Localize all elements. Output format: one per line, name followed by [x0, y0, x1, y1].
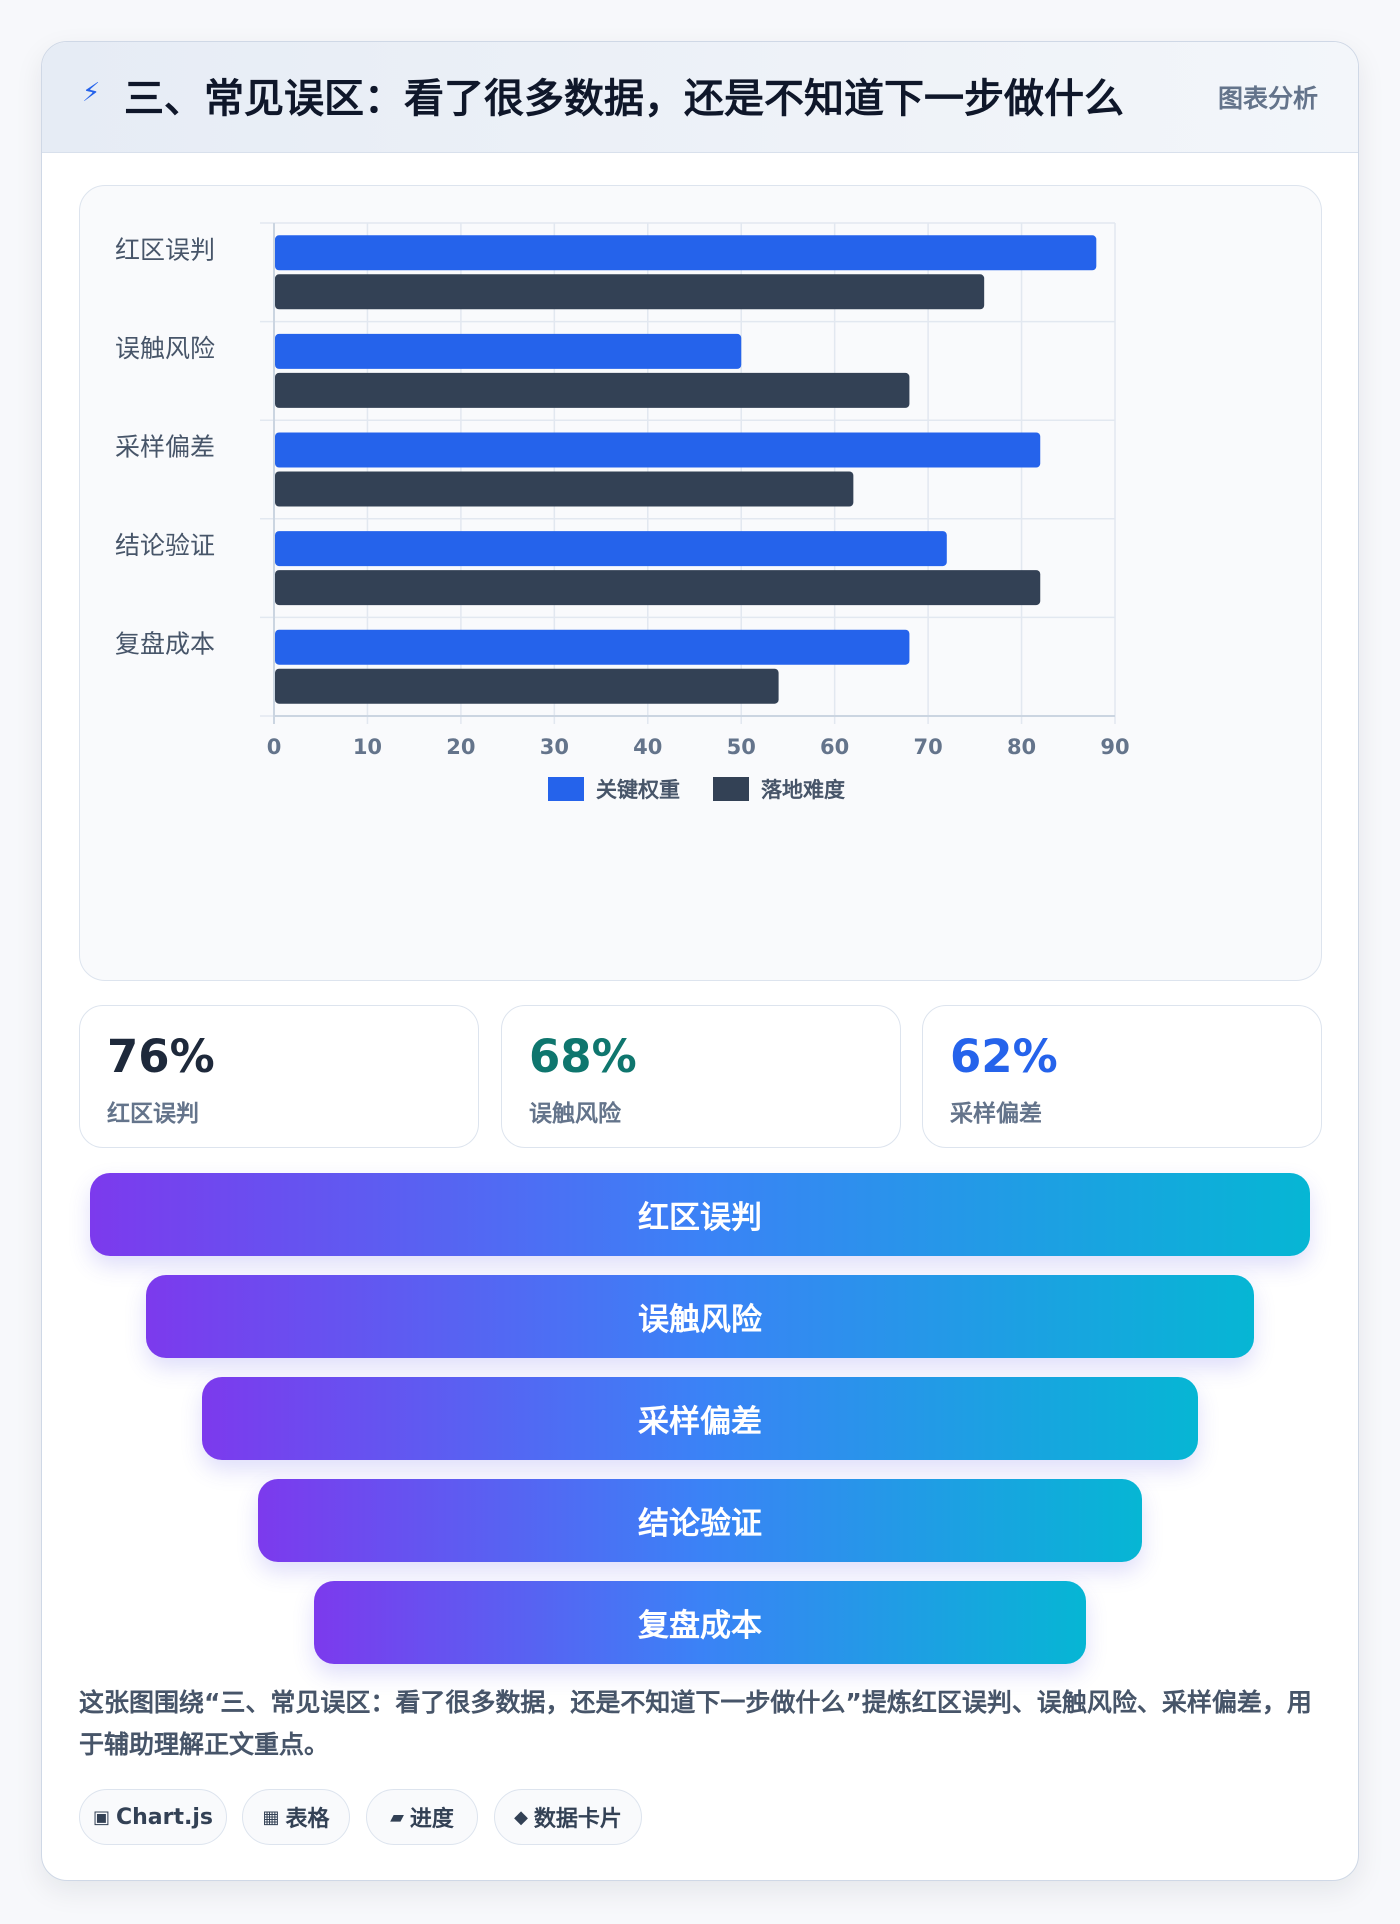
funnel-step-3: 采样偏差: [202, 1377, 1198, 1460]
legend-swatch: [548, 777, 584, 801]
stat-value: 62%: [950, 1030, 1058, 1083]
stat-card-3: 62% 采样偏差: [922, 1005, 1322, 1148]
stat-label: 红区误判: [107, 1101, 199, 1127]
bar-difficulty: [275, 372, 910, 408]
y-category-label: 红区误判: [115, 235, 215, 264]
chip-label: Chart.js: [116, 1804, 214, 1830]
bar-difficulty: [275, 274, 985, 310]
legend-swatch: [713, 777, 749, 801]
bar-key-weight: [275, 531, 947, 567]
stat-value: 68%: [529, 1030, 637, 1083]
progress-icon: ▰: [390, 1806, 404, 1828]
bolt-icon: ⚡: [82, 78, 101, 108]
x-tick-label: 90: [1100, 735, 1129, 759]
bar-chart-panel: 0 10 20 30 40 50 60 70 80 90 红区误判误触风险采样偏差结论验证复盘成本关…: [79, 185, 1322, 981]
funnel-step-1: 红区误判: [90, 1173, 1310, 1256]
x-tick-label: 30: [540, 735, 569, 759]
x-tick-label: 80: [1007, 735, 1036, 759]
page-title: 三、常见误区：看了很多数据，还是不知道下一步做什么: [124, 76, 1124, 122]
chip-progress[interactable]: ▰ 进度: [366, 1789, 478, 1845]
stat-card-1: 76% 红区误判: [79, 1005, 479, 1148]
funnel-step-4: 结论验证: [258, 1479, 1142, 1562]
chip-label: 数据卡片: [533, 1807, 622, 1832]
bar-key-weight: [275, 235, 1097, 271]
x-tick-label: 70: [913, 735, 942, 759]
stat-value: 76%: [107, 1030, 215, 1083]
bar-difficulty: [275, 570, 1041, 606]
chip-label: 表格: [285, 1807, 330, 1832]
chip-data-card[interactable]: ◆ 数据卡片: [494, 1789, 642, 1845]
y-category-label: 采样偏差: [115, 433, 215, 462]
x-tick-label: 60: [820, 735, 849, 759]
y-category-label: 误触风险: [115, 334, 215, 363]
x-tick-label: 0: [267, 735, 282, 759]
x-tick-label: 50: [727, 735, 756, 759]
bar-key-weight: [275, 333, 742, 369]
y-category-label: 复盘成本: [115, 630, 215, 659]
diamond-icon: ◆: [514, 1806, 528, 1828]
x-tick-label: 20: [446, 735, 475, 759]
figure-description: 这张图围绕“三、常见误区：看了很多数据，还是不知道下一步做什么”提炼红区误判、误…: [79, 1688, 1312, 1759]
figure-card: ⚡ 三、常见误区：看了很多数据，还是不知道下一步做什么 图表分析 0 10 20 30…: [41, 41, 1359, 1881]
chip-chartjs[interactable]: ▣ Chart.js: [79, 1789, 227, 1845]
bar-difficulty: [275, 668, 779, 704]
chip-label: 进度: [409, 1807, 454, 1832]
chart-icon: ▣: [92, 1806, 110, 1828]
y-category-label: 结论验证: [115, 531, 215, 560]
bar-key-weight: [275, 629, 910, 665]
stat-card-2: 68% 误触风险: [501, 1005, 901, 1148]
table-icon: ▦: [262, 1806, 280, 1828]
funnel-step-5: 复盘成本: [314, 1581, 1086, 1664]
bar-chart: 0 10 20 30 40 50 60 70 80 90 红区误判误触风险采样偏差结论验证复盘成本关…: [115, 222, 1130, 802]
x-tick-label: 40: [633, 735, 662, 759]
stat-label: 误触风险: [529, 1101, 621, 1127]
funnel-step-2: 误触风险: [146, 1275, 1254, 1358]
bar-key-weight: [275, 432, 1041, 468]
chart-analysis-tag: 图表分析: [1217, 84, 1318, 113]
chip-table[interactable]: ▦ 表格: [242, 1789, 350, 1845]
stat-label: 采样偏差: [950, 1101, 1042, 1127]
legend-label: 落地难度: [761, 778, 845, 802]
card-header: ⚡ 三、常见误区：看了很多数据，还是不知道下一步做什么 图表分析: [42, 42, 1358, 153]
bar-difficulty: [275, 471, 854, 507]
x-tick-label: 10: [353, 735, 382, 759]
legend-label: 关键权重: [596, 778, 680, 802]
